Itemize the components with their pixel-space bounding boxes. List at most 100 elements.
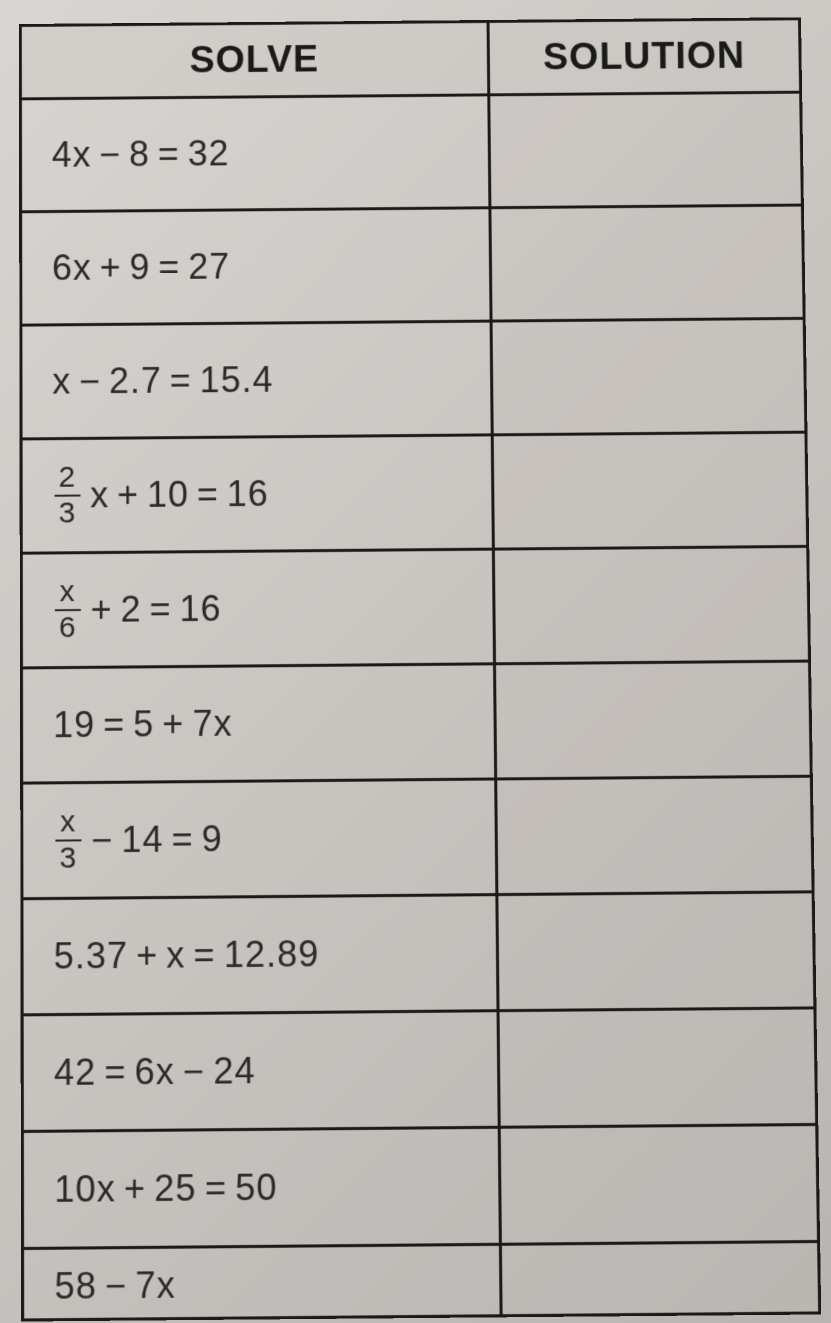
- equation-token: 42: [54, 1051, 96, 1094]
- equation-cell: x−2.7=15.4: [21, 321, 492, 439]
- equation-token: =: [170, 359, 192, 401]
- equation-cell: 23x+10=16: [21, 434, 493, 552]
- fraction-numerator: x: [56, 807, 80, 839]
- equation-token: x: [90, 474, 109, 516]
- table-row: 5.37+x=12.89: [22, 891, 815, 1014]
- equation-token: +: [117, 474, 139, 516]
- solution-cell: [498, 1007, 817, 1126]
- equation-cell: 19=5+7x: [21, 663, 495, 782]
- solution-cell: [497, 891, 815, 1010]
- fraction-denominator: 3: [55, 494, 81, 528]
- table-row: x6+2=16: [21, 546, 809, 668]
- equation-token: −: [105, 1264, 127, 1307]
- equation: 10x+25=50: [54, 1164, 468, 1210]
- solution-cell: [500, 1241, 819, 1315]
- equation-token: 16: [179, 587, 221, 629]
- equation-token: +: [90, 588, 112, 630]
- equation-token: 58: [54, 1264, 97, 1307]
- table-row: 23x+10=16: [21, 432, 808, 553]
- equation-token: 9: [129, 246, 150, 288]
- equation: 58−7x: [54, 1261, 469, 1308]
- equation-token: 8: [129, 133, 150, 174]
- solution-cell: [495, 776, 813, 894]
- equation-token: =: [103, 703, 125, 745]
- equation: 5.37+x=12.89: [54, 931, 466, 977]
- equation-token: 4x: [52, 134, 92, 176]
- equation-token: =: [149, 588, 171, 630]
- equation-token: −: [91, 818, 113, 860]
- equation: x3−14=9: [53, 803, 464, 873]
- table-row: x−2.7=15.4: [21, 318, 806, 439]
- equation-token: x: [52, 360, 71, 402]
- solution-cell: [494, 661, 811, 779]
- equation-token: 32: [188, 132, 230, 174]
- equation-token: =: [158, 246, 180, 288]
- fraction-numerator: 2: [55, 462, 81, 494]
- equation-token: +: [100, 246, 122, 288]
- fraction: x3: [55, 807, 81, 874]
- solution-cell: [490, 205, 804, 321]
- equation-token: 10x: [54, 1167, 116, 1210]
- table-row: 10x+25=50: [22, 1124, 818, 1248]
- equation-token: 6x: [52, 247, 92, 289]
- equation-token: 16: [227, 473, 269, 515]
- equation-cell: 42=6x−24: [22, 1010, 499, 1131]
- equation-token: 2.7: [109, 360, 162, 402]
- equation-worksheet-table: SOLVE SOLUTION 4x−8=326x+9=27x−2.7=15.42…: [19, 17, 821, 1321]
- equation-token: 7x: [135, 1263, 176, 1306]
- solution-cell: [499, 1124, 819, 1244]
- equation-token: =: [158, 133, 180, 174]
- equation: x6+2=16: [53, 573, 463, 642]
- equation-token: 2: [120, 588, 141, 630]
- equation-token: 27: [188, 245, 230, 287]
- fraction-numerator: x: [56, 577, 80, 609]
- equation-token: =: [193, 933, 215, 976]
- equation-token: −: [183, 1050, 205, 1093]
- solution-cell: [489, 92, 803, 208]
- fraction-denominator: 6: [55, 609, 81, 643]
- equation-token: 10: [147, 473, 189, 515]
- equation-token: 9: [202, 818, 223, 860]
- equation-token: =: [104, 1050, 126, 1093]
- worksheet-body: 4x−8=326x+9=27x−2.7=15.423x+10=16x6+2=16…: [20, 92, 819, 1320]
- equation-cell: x6+2=16: [21, 549, 494, 668]
- equation-token: 12.89: [224, 932, 320, 975]
- header-solve: SOLVE: [20, 21, 488, 98]
- equation-token: x: [166, 934, 185, 977]
- equation: x−2.7=15.4: [52, 357, 460, 402]
- equation: 19=5+7x: [53, 700, 463, 746]
- equation-token: =: [205, 1166, 227, 1209]
- fraction-denominator: 3: [55, 839, 81, 873]
- equation-token: 24: [213, 1049, 256, 1092]
- fraction: x6: [55, 577, 81, 643]
- equation-token: 5.37: [54, 934, 129, 977]
- table-row: 58−7x: [23, 1241, 820, 1319]
- equation-token: 6x: [135, 1050, 175, 1093]
- header-solution: SOLUTION: [488, 18, 801, 94]
- equation: 23x+10=16: [53, 459, 462, 528]
- equation-token: =: [197, 473, 219, 515]
- table-row: 4x−8=32: [20, 92, 802, 212]
- equation-cell: 58−7x: [23, 1244, 501, 1320]
- table-row: x3−14=9: [22, 776, 813, 899]
- equation-cell: x3−14=9: [22, 778, 497, 898]
- equation-token: +: [162, 703, 184, 745]
- equation-cell: 5.37+x=12.89: [22, 894, 498, 1014]
- solution-cell: [492, 432, 808, 549]
- equation: 42=6x−24: [54, 1047, 467, 1093]
- equation-cell: 6x+9=27: [21, 207, 491, 324]
- equation-token: −: [79, 360, 101, 402]
- equation-cell: 10x+25=50: [22, 1127, 500, 1248]
- equation-token: +: [124, 1167, 146, 1210]
- equation-token: −: [99, 133, 121, 174]
- solution-cell: [491, 318, 806, 435]
- table-row: 6x+9=27: [21, 205, 804, 325]
- fraction: 23: [55, 462, 81, 528]
- solution-cell: [493, 546, 809, 663]
- equation-cell: 4x−8=32: [20, 94, 489, 211]
- equation-token: 19: [53, 703, 95, 745]
- table-row: 19=5+7x: [21, 661, 811, 783]
- equation-token: 5: [133, 703, 154, 745]
- equation-token: 14: [121, 818, 163, 861]
- equation-token: =: [171, 818, 193, 860]
